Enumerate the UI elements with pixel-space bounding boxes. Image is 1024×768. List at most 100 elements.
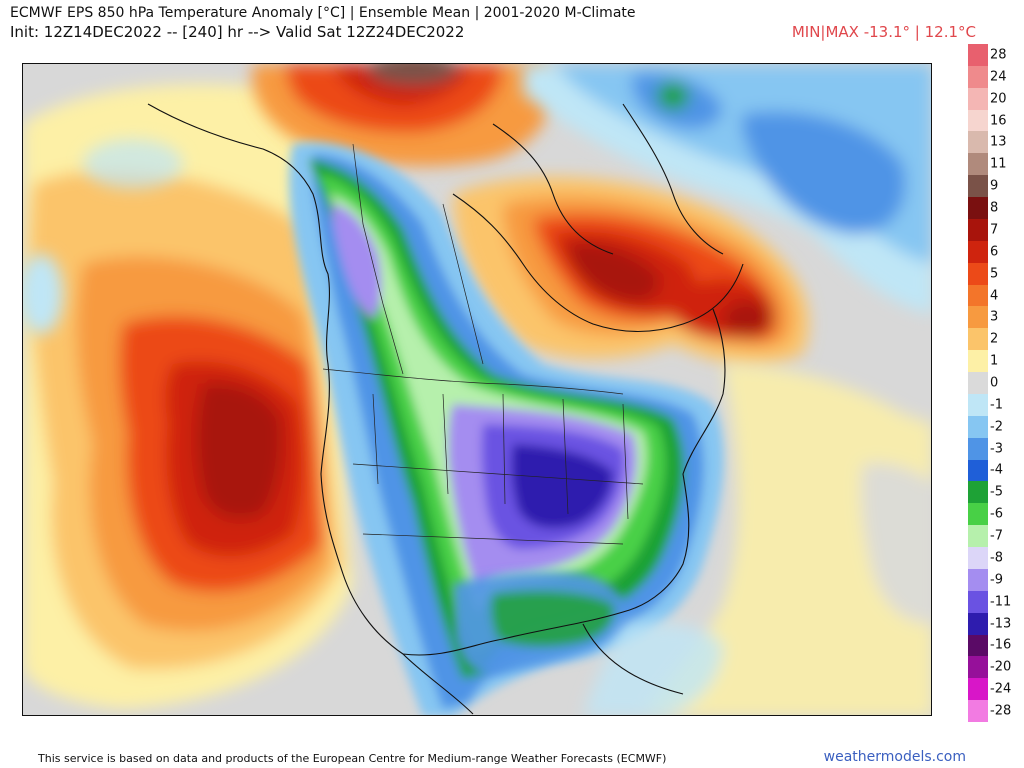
legend-level: -4 [968, 459, 1020, 482]
legend-level: -7 [968, 525, 1020, 548]
legend-level: 1 [968, 350, 1020, 373]
legend-label: 13 [990, 134, 1007, 150]
legend-label: -4 [990, 462, 1003, 478]
legend-label: 28 [990, 47, 1007, 63]
legend-label: 7 [990, 222, 999, 238]
ecmwf-attribution: This service is based on data and produc… [38, 752, 667, 765]
legend-level: -9 [968, 568, 1020, 591]
legend-swatch [968, 153, 988, 176]
legend-level: 2 [968, 328, 1020, 351]
legend-level: -16 [968, 634, 1020, 657]
legend-swatch [968, 240, 988, 263]
legend-level: -5 [968, 481, 1020, 504]
legend-label: -16 [990, 637, 1012, 653]
legend-level: 16 [968, 109, 1020, 132]
legend-swatch [968, 328, 988, 351]
legend-label: 8 [990, 200, 999, 216]
legend-level: -6 [968, 503, 1020, 526]
legend-level: 7 [968, 218, 1020, 241]
legend-level: 3 [968, 306, 1020, 329]
legend-swatch [968, 87, 988, 110]
legend-label: 24 [990, 69, 1007, 85]
legend-label: 1 [990, 353, 999, 369]
legend-level: -1 [968, 393, 1020, 416]
legend-level: 28 [968, 44, 1020, 66]
min-max-readout: MIN|MAX -13.1° | 12.1°C [791, 23, 976, 41]
legend-swatch [968, 634, 988, 657]
legend-swatch [968, 262, 988, 285]
legend-label: -24 [990, 681, 1012, 697]
color-legend: 28 24 20 16 13 11 9 8 7 6 5 4 3 2 1 0 -1 -2 -3 -4 -5 -6 -7 -8 -9… [968, 44, 1020, 722]
legend-label: 9 [990, 178, 999, 194]
legend-swatch [968, 700, 988, 722]
legend-label: -5 [990, 484, 1003, 500]
legend-level: -11 [968, 590, 1020, 613]
legend-level: 11 [968, 153, 1020, 176]
legend-swatch [968, 568, 988, 591]
legend-swatch [968, 197, 988, 219]
map-valid-time: Init: 12Z14DEC2022 -- [240] hr --> Valid… [10, 23, 465, 41]
legend-level: 0 [968, 372, 1020, 394]
legend-label: -13 [990, 616, 1012, 632]
greenland-cold-anomaly [523, 64, 931, 314]
legend-label: 6 [990, 244, 999, 260]
legend-level: -3 [968, 437, 1020, 460]
legend-swatch [968, 284, 988, 307]
legend-label: 20 [990, 91, 1007, 107]
legend-level: -28 [968, 700, 1020, 722]
legend-swatch [968, 44, 988, 66]
legend-swatch [968, 437, 988, 460]
legend-label: 5 [990, 266, 999, 282]
site-link[interactable]: weathermodels.com [823, 749, 966, 765]
legend-swatch [968, 131, 988, 154]
legend-label: -3 [990, 441, 1003, 457]
legend-swatch [968, 481, 988, 504]
legend-swatch [968, 612, 988, 635]
legend-swatch [968, 503, 988, 526]
legend-swatch [968, 175, 988, 198]
legend-swatch [968, 415, 988, 438]
anomaly-map [22, 63, 932, 716]
pacific-cool-patches [23, 139, 183, 334]
legend-swatch [968, 678, 988, 701]
legend-swatch [968, 65, 988, 88]
legend-label: -28 [990, 703, 1012, 719]
hudson-bay-warm-anomaly [453, 176, 810, 365]
coastlines [147, 103, 744, 715]
legend-level: 20 [968, 87, 1020, 110]
legend-level: -13 [968, 612, 1020, 635]
legend-label: -20 [990, 659, 1012, 675]
legend-level: -8 [968, 547, 1020, 569]
legend-level: -24 [968, 678, 1020, 701]
legend-label: -1 [990, 397, 1003, 413]
map-title: ECMWF EPS 850 hPa Temperature Anomaly [°… [10, 5, 636, 21]
atlantic-anomalies [583, 364, 931, 715]
legend-label: -7 [990, 528, 1003, 544]
legend-label: 3 [990, 309, 999, 325]
legend-swatch [968, 306, 988, 329]
legend-swatch [968, 372, 988, 394]
legend-swatch [968, 590, 988, 613]
legend-label: 0 [990, 375, 999, 391]
legend-label: -6 [990, 506, 1003, 522]
legend-swatch [968, 393, 988, 416]
legend-level: 8 [968, 197, 1020, 219]
legend-label: 4 [990, 288, 999, 303]
alaska-warm-anomaly [252, 64, 551, 167]
legend-swatch [968, 656, 988, 679]
legend-label: -11 [990, 594, 1012, 610]
legend-level: 6 [968, 240, 1020, 263]
legend-level: 5 [968, 262, 1020, 285]
political-borders [322, 143, 644, 545]
legend-swatch [968, 218, 988, 241]
legend-label: 2 [990, 331, 999, 347]
legend-swatch [968, 547, 988, 569]
legend-label: 11 [990, 156, 1007, 172]
anomaly-map-canvas [23, 64, 931, 715]
legend-swatch [968, 350, 988, 373]
legend-label: -8 [990, 550, 1003, 566]
legend-swatch [968, 525, 988, 548]
legend-level: 9 [968, 175, 1020, 198]
central-cold-anomaly [289, 142, 724, 715]
legend-label: 16 [990, 113, 1007, 129]
